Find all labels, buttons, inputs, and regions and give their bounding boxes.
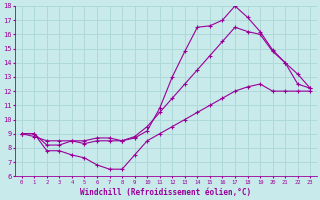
X-axis label: Windchill (Refroidissement éolien,°C): Windchill (Refroidissement éolien,°C) (80, 188, 252, 197)
